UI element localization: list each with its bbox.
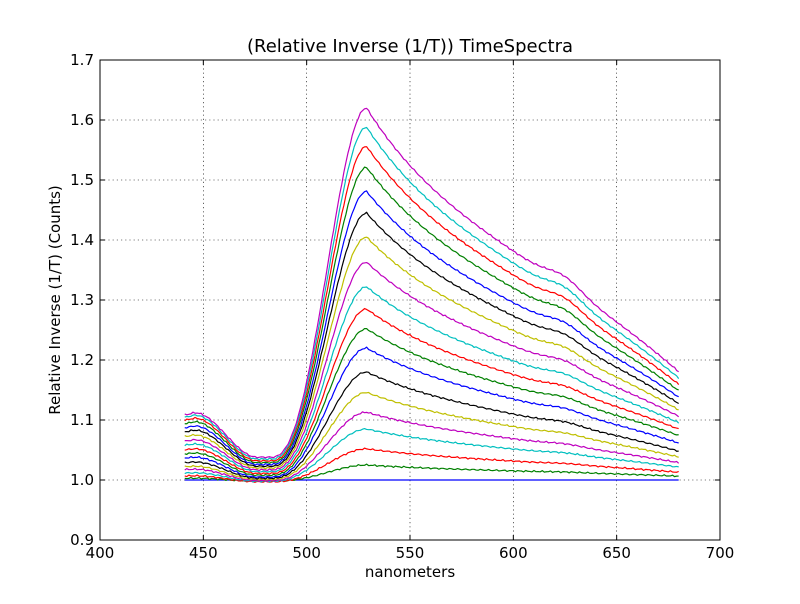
y-tick-label: 1.5 [70,171,94,189]
series-line-11 [184,286,680,473]
x-tick-label: 550 [396,544,425,562]
series-line-10 [184,307,679,475]
y-tick-labels: 0.9 1.0 1.1 1.2 1.3 1.4 1.5 1.6 1.7 [70,51,94,549]
series-line-8 [184,346,679,479]
y-tick-label: 1.6 [70,111,94,129]
y-tick-label: 1.0 [70,471,94,489]
x-tick-label: 700 [706,544,735,562]
grid-lines [100,60,720,540]
series-line-5 [184,411,680,482]
x-tick-label: 500 [292,544,321,562]
x-tick-label: 650 [602,544,631,562]
x-tick-label: 400 [86,544,115,562]
x-axis-label: nanometers [365,563,456,581]
axis-ticks [99,59,721,541]
x-tick-label: 600 [499,544,528,562]
series-line-9 [184,327,679,477]
x-tick-label: 450 [189,544,218,562]
series-line-16 [184,166,679,464]
series-line-17 [184,146,680,462]
y-tick-label: 1.1 [70,411,94,429]
series-group [184,107,680,483]
series-line-12 [184,261,680,472]
series-line-15 [184,190,679,466]
y-tick-label: 1.3 [70,291,94,309]
series-line-18 [184,126,680,461]
x-tick-labels: 400 450 500 550 600 650 700 [86,544,735,562]
y-tick-label: 1.7 [70,51,94,69]
y-tick-label: 0.9 [70,531,94,549]
chart-title: (Relative Inverse (1/T)) TimeSpectra [247,36,573,57]
y-axis-label: Relative Inverse (1/T) (Counts) [46,185,64,415]
series-line-19 [184,107,679,459]
y-tick-label: 1.2 [70,351,94,369]
series-line-13 [184,236,679,470]
y-tick-label: 1.4 [70,231,94,249]
series-line-14 [184,211,679,468]
series-line-6 [184,391,679,481]
series-line-7 [184,371,679,480]
